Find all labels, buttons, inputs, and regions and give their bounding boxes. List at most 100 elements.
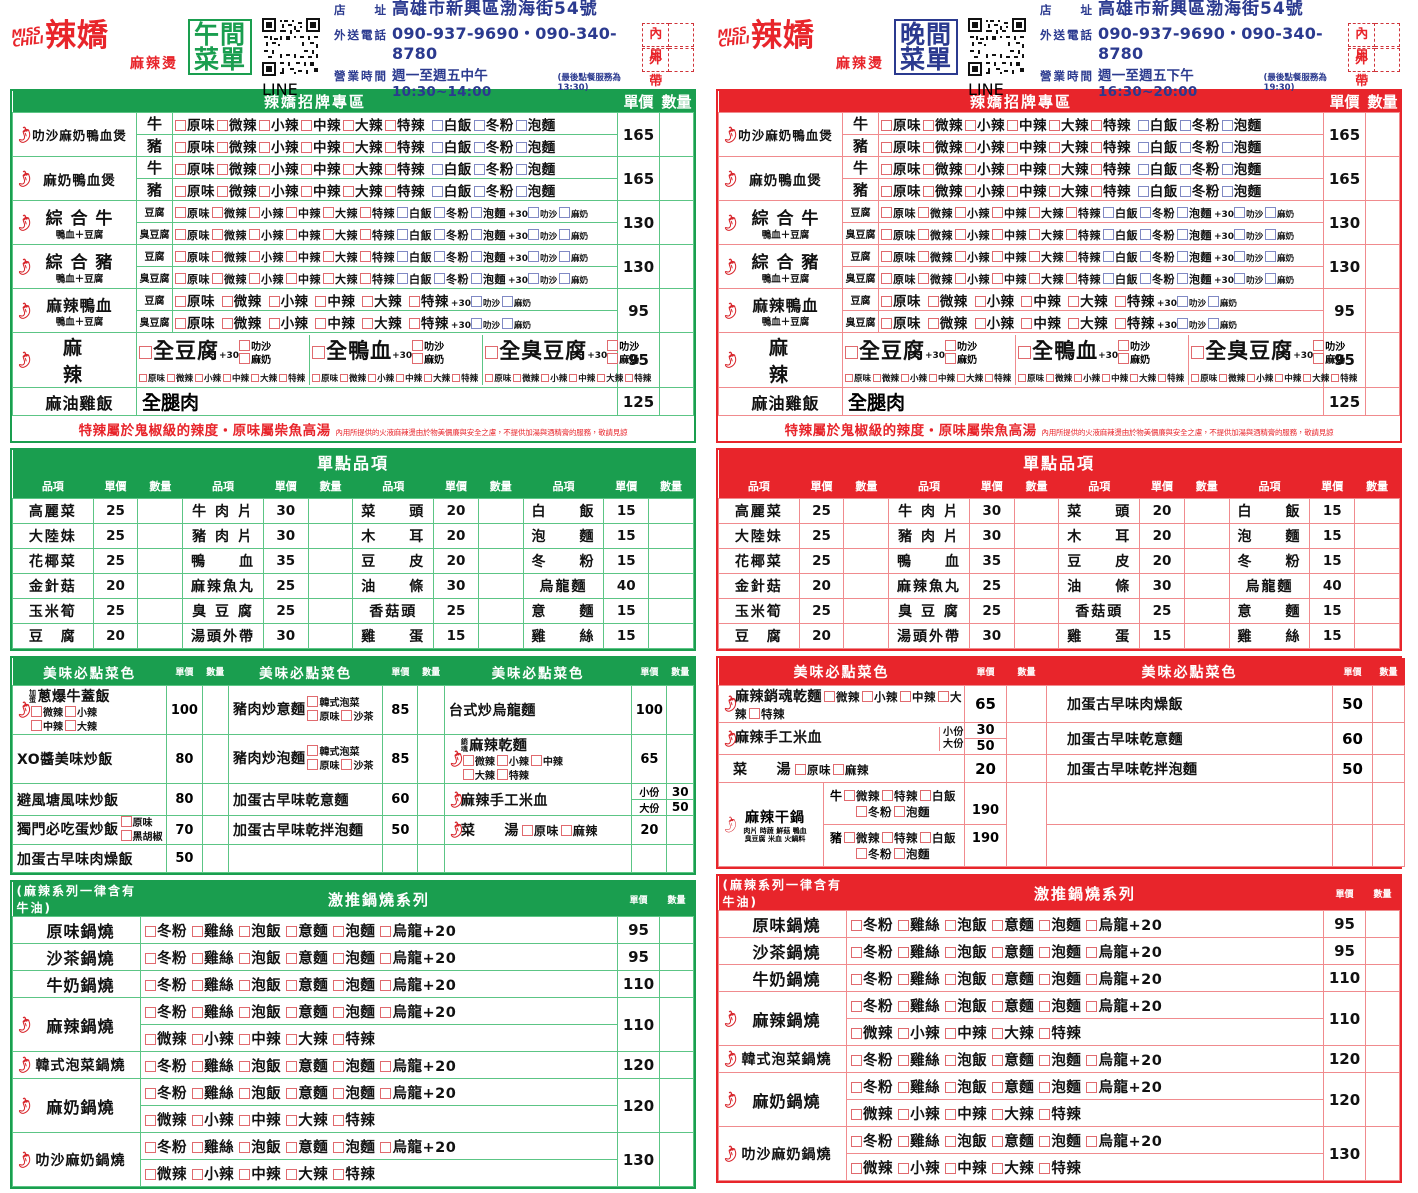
pot-base-options[interactable]: 冬粉 雞絲 泡飯 意麵 泡麵 烏龍+20 — [846, 910, 1324, 938]
checkbox-叻沙[interactable] — [607, 340, 619, 352]
checkbox-中辣[interactable] — [992, 272, 1003, 284]
qty-input[interactable] — [201, 844, 229, 873]
checkbox-大辣[interactable] — [992, 1027, 1004, 1039]
checkbox-小辣[interactable] — [268, 317, 280, 329]
qty-input[interactable] — [1013, 523, 1060, 549]
qty-input[interactable] — [137, 573, 184, 599]
checkbox-麻奶[interactable] — [1265, 250, 1277, 262]
checkbox-原味[interactable] — [881, 206, 892, 218]
pot-spice-options[interactable]: 微辣 小辣 中辣 大辣 特辣 — [846, 1099, 1324, 1127]
checkbox-冬粉[interactable] — [1140, 250, 1151, 262]
checkbox-白飯[interactable] — [431, 185, 443, 197]
checkbox-泡飯[interactable] — [945, 946, 957, 958]
checkbox-叻沙[interactable] — [1234, 250, 1246, 262]
qty-input[interactable] — [659, 244, 694, 289]
checkbox-大辣[interactable] — [323, 228, 334, 240]
qty-input[interactable] — [1006, 722, 1047, 755]
options-row[interactable]: 原味 微辣 小辣 中辣 大辣 特辣 +30 叻沙 麻奶 — [172, 310, 618, 333]
checkbox-麻奶[interactable] — [1208, 295, 1219, 307]
checkbox-大辣[interactable] — [1049, 119, 1060, 131]
checkbox-雞絲[interactable] — [192, 952, 204, 964]
checkbox-白飯[interactable] — [1103, 228, 1114, 240]
checkbox-微辣[interactable] — [217, 119, 228, 131]
checkbox-小辣[interactable] — [195, 374, 204, 383]
checkbox-泡飯[interactable] — [945, 1000, 957, 1012]
pot-base-options[interactable]: 冬粉 雞絲 泡飯 意麵 泡麵 烏龍+20 — [846, 964, 1324, 992]
qty-input[interactable] — [1354, 598, 1400, 624]
checkbox-微辣[interactable] — [873, 374, 882, 383]
checkbox-全豆腐[interactable] — [139, 345, 152, 359]
checkbox-白飯[interactable] — [397, 228, 408, 240]
qty-input[interactable] — [666, 844, 694, 873]
checkbox-烏龍+20[interactable] — [1086, 1081, 1098, 1093]
checkbox-中辣[interactable] — [992, 206, 1003, 218]
checkbox-麻奶[interactable] — [559, 272, 571, 284]
checkbox-白飯[interactable] — [397, 206, 408, 218]
options-row[interactable]: 原味 微辣 小辣 中辣 大辣 特辣 白飯 冬粉 泡麵 — [878, 112, 1324, 135]
options-row[interactable]: 原味 微辣 小辣 中辣 大辣 特辣 白飯 冬粉 泡麵 +30 叻沙 麻奶 — [172, 266, 618, 289]
checkbox-原味[interactable] — [175, 272, 186, 284]
checkbox-意麵[interactable] — [992, 1135, 1004, 1147]
checkbox-叻沙[interactable] — [1118, 340, 1130, 352]
checkbox-全鴨血[interactable] — [312, 345, 326, 359]
checkbox-微辣[interactable] — [918, 250, 929, 262]
checkbox-微辣[interactable] — [918, 228, 929, 240]
checkbox-小辣[interactable] — [259, 119, 270, 131]
qty-input[interactable] — [648, 623, 694, 649]
checkbox-大辣[interactable] — [286, 1114, 298, 1126]
checkbox-泡麵[interactable] — [471, 272, 482, 284]
checkbox-沙茶[interactable] — [341, 759, 353, 770]
qty-input[interactable] — [659, 288, 694, 333]
checkbox-烏龍+20[interactable] — [1086, 1000, 1098, 1012]
checkbox-原味[interactable] — [881, 295, 892, 307]
pot-base-options[interactable]: 冬粉 雞絲 泡飯 意麵 泡麵 烏龍+20 — [846, 937, 1324, 965]
checkbox-特辣[interactable] — [279, 374, 288, 383]
qty-input[interactable] — [1365, 910, 1400, 938]
checkbox-原味[interactable] — [120, 816, 132, 827]
checkbox-麻奶[interactable] — [559, 206, 571, 218]
checkbox-意麵[interactable] — [992, 946, 1004, 958]
qty-input[interactable] — [477, 498, 524, 524]
checkbox-小辣[interactable] — [1074, 374, 1083, 383]
pot-base-options[interactable]: 冬粉 雞絲 泡飯 意麵 泡麵 烏龍+20 — [140, 1132, 618, 1160]
checkbox-麻奶[interactable] — [502, 317, 513, 329]
checkbox-叻沙[interactable] — [412, 340, 424, 352]
checkbox-原味[interactable] — [521, 825, 533, 836]
qty-input[interactable] — [1372, 685, 1405, 723]
checkbox-微辣[interactable] — [851, 1162, 862, 1174]
checkbox-冬粉[interactable] — [145, 925, 156, 937]
checkbox-中辣[interactable] — [900, 691, 911, 702]
checkbox-韓式泡菜[interactable] — [307, 696, 319, 707]
checkbox-原味[interactable] — [175, 119, 186, 131]
checkbox-全豆腐[interactable] — [845, 345, 858, 359]
checkbox-泡麵[interactable] — [515, 185, 527, 197]
qty-input[interactable] — [1372, 722, 1405, 755]
checkbox-大辣[interactable] — [1068, 317, 1080, 329]
pot-base-options[interactable]: 冬粉 雞絲 泡飯 意麵 泡麵 烏龍+20 — [846, 1045, 1324, 1073]
checkbox-中辣[interactable] — [286, 272, 297, 284]
checkbox-白飯[interactable] — [1137, 163, 1149, 175]
pot-base-options[interactable]: 冬粉 雞絲 泡飯 意麵 泡麵 烏龍+20 — [846, 1072, 1324, 1100]
checkbox-叻沙[interactable] — [1234, 206, 1246, 218]
checkbox-微辣[interactable] — [851, 1027, 862, 1039]
qty-input[interactable] — [666, 734, 694, 784]
checkbox-雞絲[interactable] — [898, 946, 910, 958]
checkbox-小辣[interactable] — [1247, 374, 1256, 383]
options-row[interactable]: 原味 微辣 小辣 中辣 大辣 特辣 白飯 冬粉 泡麵 +30 叻沙 麻奶 — [878, 266, 1324, 289]
checkbox-中辣[interactable] — [239, 1168, 251, 1180]
checkbox-泡麵[interactable] — [333, 925, 345, 937]
checkbox-特辣[interactable] — [408, 317, 420, 329]
checkbox-黑胡椒[interactable] — [120, 830, 132, 841]
checkbox-小辣[interactable] — [965, 163, 976, 175]
checkbox-泡飯[interactable] — [945, 919, 957, 931]
checkbox-意麵[interactable] — [286, 952, 298, 964]
checkbox-中辣[interactable] — [945, 1027, 957, 1039]
pot-spice-options[interactable]: 微辣 小辣 中辣 大辣 特辣 — [846, 1018, 1324, 1046]
checkbox-大辣[interactable] — [343, 163, 354, 175]
checkbox-原味[interactable] — [139, 374, 147, 383]
qty-input[interactable] — [1365, 1072, 1400, 1127]
checkbox-冬粉[interactable] — [473, 119, 485, 131]
checkbox-泡麵[interactable] — [471, 250, 482, 262]
checkbox-特辣[interactable] — [1114, 295, 1126, 307]
qty-input[interactable] — [1365, 288, 1400, 333]
